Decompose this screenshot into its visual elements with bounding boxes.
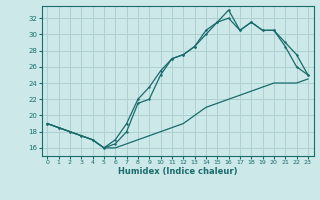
- X-axis label: Humidex (Indice chaleur): Humidex (Indice chaleur): [118, 167, 237, 176]
